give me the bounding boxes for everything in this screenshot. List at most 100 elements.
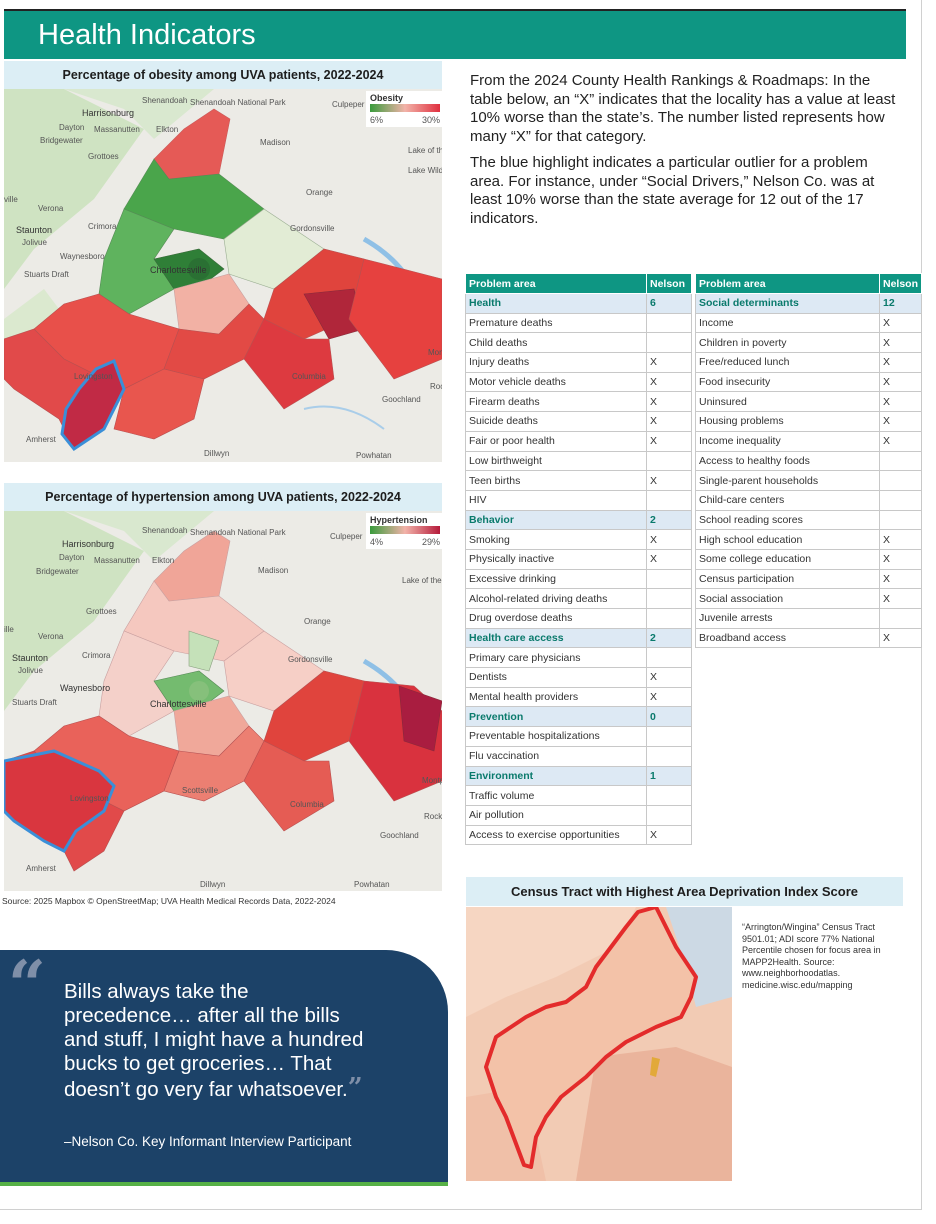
nelson-value: [646, 745, 692, 767]
svg-text:Lovingston: Lovingston: [74, 372, 113, 381]
table-row: Drug overdose deaths: [465, 608, 692, 629]
table-category-row: Health 6: [465, 293, 692, 314]
problem-area-label: Primary care physicians: [465, 647, 647, 669]
nelson-value: X: [878, 411, 923, 432]
table-row: Income X: [695, 312, 923, 334]
problem-area-label: Premature deaths: [465, 312, 647, 334]
nelson-value: 0: [646, 706, 692, 728]
svg-text:Shenandoah: Shenandoah: [142, 526, 187, 535]
svg-text:Powhatan: Powhatan: [354, 880, 390, 889]
table-row: Smoking X: [465, 529, 692, 550]
problem-area-label: Traffic volume: [465, 785, 647, 806]
svg-text:Montp: Montp: [428, 348, 442, 357]
svg-text:Amherst: Amherst: [26, 435, 57, 444]
svg-text:Orange: Orange: [304, 617, 331, 626]
obesity-map-title: Percentage of obesity among UVA patients…: [4, 61, 442, 89]
problem-area-label: Income inequality: [695, 430, 880, 452]
table-row: Child-care centers: [695, 489, 923, 511]
svg-text:Rockv: Rockv: [424, 812, 442, 821]
nelson-value: [878, 450, 923, 472]
nelson-value: X: [646, 686, 692, 708]
table-row: Mental health providers X: [465, 686, 692, 708]
hypertension-legend-max: 29%: [421, 537, 440, 547]
obesity-map[interactable]: Harrisonburg Dayton Massanutten Elkton B…: [4, 89, 442, 462]
problem-area-label: Excessive drinking: [465, 568, 647, 590]
table-row: Traffic volume: [465, 785, 692, 806]
adi-census-tract-map[interactable]: [466, 907, 732, 1181]
svg-text:Scottsville: Scottsville: [182, 786, 219, 795]
svg-text:Charlottesville: Charlottesville: [150, 265, 207, 275]
adi-map-title: Census Tract with Highest Area Deprivati…: [466, 877, 903, 906]
svg-text:Dillwyn: Dillwyn: [204, 449, 229, 458]
problem-area-label: Behavior: [465, 509, 647, 531]
nelson-value: [878, 608, 923, 629]
svg-text:Elkton: Elkton: [152, 556, 174, 565]
svg-text:Rock: Rock: [430, 382, 442, 391]
svg-text:Powhatan: Powhatan: [356, 451, 392, 460]
svg-text:Waynesboro: Waynesboro: [60, 252, 105, 261]
table-row: Teen births X: [465, 470, 692, 491]
obesity-legend-max: 30%: [421, 115, 440, 125]
nelson-value: [646, 588, 692, 609]
table-category-row: Environment 1: [465, 765, 692, 787]
svg-text:Dayton: Dayton: [59, 123, 84, 132]
problem-area-label: Preventable hospitalizations: [465, 726, 647, 747]
problem-area-label: Income: [695, 312, 880, 334]
svg-text:Massanutten: Massanutten: [94, 556, 140, 565]
nelson-value: [646, 608, 692, 629]
nelson-value: X: [878, 312, 923, 334]
svg-text:Lake of the Woods: Lake of the Woods: [408, 146, 442, 155]
problem-area-label: Food insecurity: [695, 371, 880, 393]
nelson-value: X: [878, 588, 923, 609]
problem-area-label: Access to exercise opportunities: [465, 824, 647, 846]
intro-paragraph-2: The blue highlight indicates a particula…: [470, 154, 875, 227]
nelson-value: 2: [646, 509, 692, 531]
nelson-value: [646, 804, 692, 826]
problem-area-label: Social determinants: [695, 293, 880, 314]
obesity-legend-bar: [370, 104, 440, 112]
hypertension-map[interactable]: Harrisonburg Dayton Massanutten Elkton B…: [4, 511, 442, 891]
quote-accent-rule: [0, 1182, 448, 1186]
svg-text:Verona: Verona: [38, 632, 64, 641]
problem-area-label: Housing problems: [695, 411, 880, 432]
svg-text:Dillwyn: Dillwyn: [200, 880, 225, 889]
obesity-legend: Obesity 6% 30%: [366, 91, 442, 127]
nelson-value: X: [646, 667, 692, 688]
table-row: Broadband access X: [695, 627, 923, 649]
table-row: School reading scores: [695, 509, 923, 531]
problem-area-label: Single-parent households: [695, 470, 880, 491]
quote-text: Bills always take the precedence… after …: [64, 980, 364, 1101]
problem-area-table-left: Problem area Nelson Health 6 Premature dea…: [465, 273, 692, 846]
svg-text:Jolivue: Jolivue: [18, 666, 43, 675]
nelson-value: X: [646, 430, 692, 452]
svg-text:Stuarts Draft: Stuarts Draft: [24, 270, 70, 279]
svg-text:Staunton: Staunton: [12, 653, 48, 663]
nelson-value: X: [878, 627, 923, 649]
nelson-value: 12: [878, 293, 923, 314]
nelson-value: X: [646, 548, 692, 570]
nelson-value: [878, 509, 923, 531]
svg-text:Dayton: Dayton: [59, 553, 84, 562]
svg-text:Verona: Verona: [38, 204, 64, 213]
table-row: Air pollution: [465, 804, 692, 826]
problem-area-label: Physically inactive: [465, 548, 647, 570]
page-title: Health Indicators: [38, 19, 256, 51]
intro-text: From the 2024 County Health Rankings & R…: [470, 72, 902, 236]
obesity-legend-min: 6%: [370, 115, 384, 125]
problem-area-label: Broadband access: [695, 627, 880, 649]
nelson-value: X: [878, 391, 923, 413]
table-row: Alcohol-related driving deaths: [465, 588, 692, 609]
svg-text:Amherst: Amherst: [26, 864, 57, 873]
quote-text-block: Bills always take the precedence… after …: [64, 980, 374, 1102]
nelson-value: X: [878, 352, 923, 373]
nelson-value: X: [878, 430, 923, 452]
svg-text:Culpeper: Culpeper: [332, 100, 365, 109]
nelson-value: [878, 470, 923, 491]
problem-area-label: Children in poverty: [695, 332, 880, 354]
table-category-row: Behavior 2: [465, 509, 692, 531]
table-row: Housing problems X: [695, 411, 923, 432]
problem-area-label: Access to healthy foods: [695, 450, 880, 472]
nelson-value: X: [878, 568, 923, 590]
table-row: Low birthweight: [465, 450, 692, 472]
svg-text:Orange: Orange: [306, 188, 333, 197]
